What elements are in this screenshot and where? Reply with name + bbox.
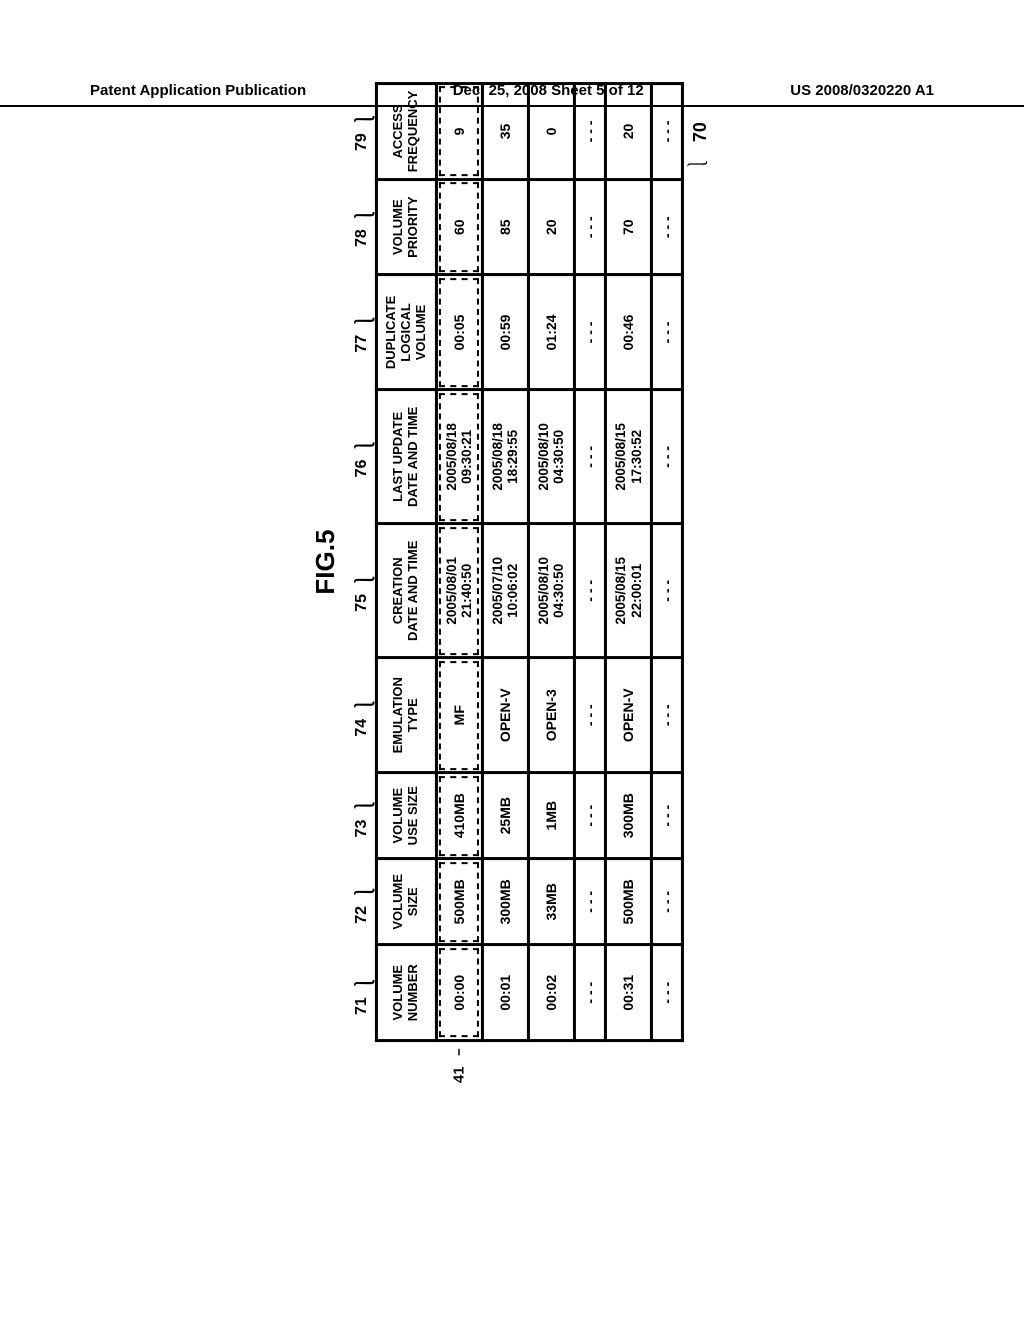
table-cell: - - - — [574, 390, 605, 524]
table-cell: OPEN-V — [482, 658, 528, 773]
table-cell: - - - — [651, 773, 682, 859]
column-ref-71: 71⎱ — [349, 946, 373, 1042]
table-cell: 2005/08/1517:30:52 — [605, 390, 651, 524]
table-cell: 00:00 — [436, 945, 482, 1041]
table-cell: 0 — [528, 84, 574, 180]
table-cell: 00:02 — [528, 945, 574, 1041]
brace-icon: ⎱ — [359, 311, 373, 331]
header-publication: Patent Application Publication — [90, 82, 306, 99]
table-cell: - - - — [574, 859, 605, 945]
table-cell: 00:59 — [482, 275, 528, 390]
column-ref-77: 77⎱ — [349, 274, 373, 389]
table-cell: 00:01 — [482, 945, 528, 1041]
table-cell: 20 — [605, 84, 651, 180]
table-cell: 35 — [482, 84, 528, 180]
table-cell: - - - — [574, 524, 605, 658]
table-cell: - - - — [574, 84, 605, 180]
column-header: VOLUMESIZE — [376, 859, 436, 945]
table-cell: 00:31 — [605, 945, 651, 1041]
column-header: EMULATIONTYPE — [376, 658, 436, 773]
table-cell: 2005/08/1809:30:21 — [436, 390, 482, 524]
table-cell: 300MB — [482, 859, 528, 945]
table-cell: - - - — [651, 390, 682, 524]
table-cell: 25MB — [482, 773, 528, 859]
column-ref-76: 76⎱ — [349, 389, 373, 523]
table-cell: - - - — [574, 658, 605, 773]
table-row: - - -- - -- - -- - -- - -- - -- - -- - -… — [574, 84, 605, 1041]
table-cell: 85 — [482, 179, 528, 275]
column-reference-numbers: 71⎱72⎱73⎱74⎱75⎱76⎱77⎱78⎱79⎱ — [349, 82, 373, 1042]
column-ref-78: 78⎱ — [349, 178, 373, 274]
brace-icon: ⎱ — [359, 570, 373, 590]
table-cell: - - - — [651, 658, 682, 773]
brace-icon: ⎱ — [359, 796, 373, 816]
table-cell: - - - — [574, 179, 605, 275]
page: Patent Application Publication Dec. 25, … — [0, 0, 1024, 1320]
table-cell: 00:46 — [605, 275, 651, 390]
column-header: LAST UPDATEDATE AND TIME — [376, 390, 436, 524]
column-header: VOLUMENUMBER — [376, 945, 436, 1041]
figure-container: FIG.5 71⎱72⎱73⎱74⎱75⎱76⎱77⎱78⎱79⎱ VOLUME… — [0, 180, 1024, 1180]
table-reference-footer: ⎱ 70 — [684, 82, 714, 1042]
column-header: DUPLICATELOGICALVOLUME — [376, 275, 436, 390]
column-ref-72: 72⎱ — [349, 860, 373, 946]
table-cell: 01:24 — [528, 275, 574, 390]
table-cell: 2005/07/1010:06:02 — [482, 524, 528, 658]
column-header: VOLUMEPRIORITY — [376, 179, 436, 275]
table-cell: 2005/08/1004:30:50 — [528, 524, 574, 658]
table-row: - - -- - -- - -- - -- - -- - -- - -- - -… — [651, 84, 682, 1041]
table-cell: 300MB — [605, 773, 651, 859]
table-row: 00:01300MB25MBOPEN-V2005/07/1010:06:0220… — [482, 84, 528, 1041]
table-cell: OPEN-3 — [528, 658, 574, 773]
table-cell: - - - — [651, 945, 682, 1041]
table-cell: MF — [436, 658, 482, 773]
brace-icon: ⎱ — [359, 882, 373, 902]
brace-icon: ⎱ — [359, 973, 373, 993]
volume-management-table: VOLUMENUMBERVOLUMESIZEVOLUMEUSE SIZEEMUL… — [375, 82, 684, 1042]
table-cell: - - - — [651, 859, 682, 945]
table-cell: OPEN-V — [605, 658, 651, 773]
column-header: ACCESSFREQUENCY — [376, 84, 436, 180]
table-cell: 2005/08/0121:40:50 — [436, 524, 482, 658]
table-cell: - - - — [651, 84, 682, 180]
table-cell: 00:05 — [436, 275, 482, 390]
table-cell: - - - — [574, 275, 605, 390]
table-cell: 410MB — [436, 773, 482, 859]
column-ref-79: 79⎱ — [349, 82, 373, 178]
table-cell: 2005/08/1004:30:50 — [528, 390, 574, 524]
table-cell: 70 — [605, 179, 651, 275]
column-ref-73: 73⎱ — [349, 773, 373, 859]
table-reference-number: 70 — [690, 122, 711, 142]
figure-title: FIG.5 — [310, 82, 341, 1042]
table-cell: 2005/08/1522:00:01 — [605, 524, 651, 658]
table-cell: 9 — [436, 84, 482, 180]
table-cell: 500MB — [436, 859, 482, 945]
table-cell: 33MB — [528, 859, 574, 945]
column-ref-75: 75⎱ — [349, 524, 373, 658]
table-row: 00:31500MB300MBOPEN-V2005/08/1522:00:012… — [605, 84, 651, 1041]
table-cell: - - - — [651, 524, 682, 658]
table-row: 00:0233MB1MBOPEN-32005/08/1004:30:502005… — [528, 84, 574, 1041]
table-cell: - - - — [574, 945, 605, 1041]
table-cell: 20 — [528, 179, 574, 275]
column-header: VOLUMEUSE SIZE — [376, 773, 436, 859]
table-cell: - - - — [651, 275, 682, 390]
brace-icon: ⎱ — [359, 109, 373, 129]
brace-icon: ⎱ — [359, 205, 373, 225]
table-cell: 2005/08/1818:29:55 — [482, 390, 528, 524]
table-header-row: VOLUMENUMBERVOLUMESIZEVOLUMEUSE SIZEEMUL… — [376, 84, 436, 1041]
column-header: CREATIONDATE AND TIME — [376, 524, 436, 658]
table-cell: 1MB — [528, 773, 574, 859]
table-cell: 60 — [436, 179, 482, 275]
reference-brace-icon: ⎱ — [682, 154, 711, 174]
table-cell: - - - — [651, 179, 682, 275]
brace-icon: ⎱ — [359, 695, 373, 715]
table-cell: - - - — [574, 773, 605, 859]
brace-icon: ⎱ — [359, 436, 373, 456]
table-cell: 500MB — [605, 859, 651, 945]
header-patent-id: US 2008/0320220 A1 — [790, 82, 934, 99]
column-ref-74: 74⎱ — [349, 658, 373, 773]
table-row: 00:00500MB410MBMF2005/08/0121:40:502005/… — [436, 84, 482, 1041]
